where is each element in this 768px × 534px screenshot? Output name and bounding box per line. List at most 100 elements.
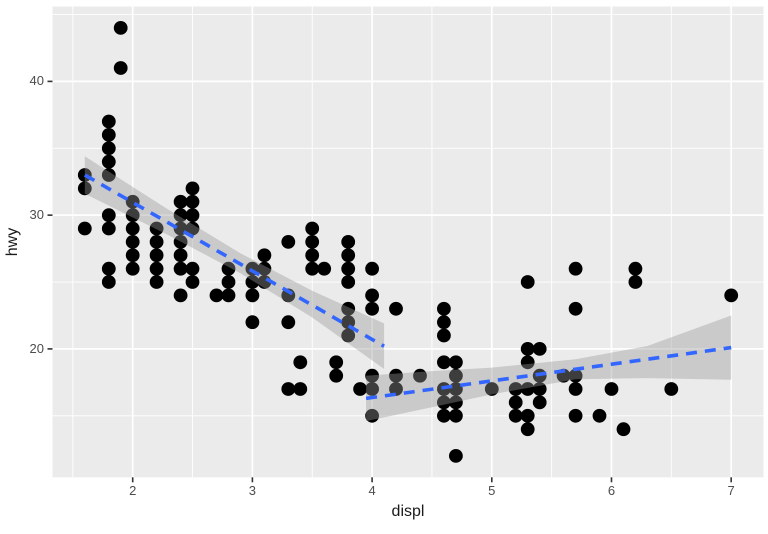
data-point (520, 382, 535, 396)
data-point (341, 328, 356, 343)
data-point (437, 328, 451, 343)
data-point (568, 301, 583, 316)
data-point (508, 395, 523, 410)
data-point (101, 114, 116, 129)
points-layer (77, 21, 739, 463)
data-point (101, 127, 116, 142)
x-tick-label: 7 (727, 483, 735, 498)
data-point (101, 275, 116, 289)
data-point (520, 355, 535, 370)
data-point (185, 221, 200, 236)
y-tick-label: 40 (29, 73, 44, 89)
data-point (520, 342, 535, 356)
data-point (365, 408, 379, 423)
y-tick-label: 20 (29, 340, 44, 356)
data-point (305, 235, 320, 249)
left-linear-fit-trend-line (83, 173, 385, 348)
right-linear-fit-confidence-ribbon (366, 315, 732, 422)
data-point (341, 301, 356, 316)
data-point (149, 275, 164, 289)
data-point (305, 248, 320, 263)
data-point (449, 395, 463, 410)
data-point (305, 261, 320, 276)
data-point (437, 355, 451, 370)
data-point (257, 248, 272, 263)
data-point (341, 261, 356, 276)
data-point (341, 248, 356, 263)
data-point (77, 181, 92, 196)
data-point (113, 21, 128, 35)
data-point (568, 368, 583, 383)
y-axis-title: hwy (4, 227, 21, 257)
data-point (293, 355, 308, 370)
data-point (77, 221, 92, 236)
data-point (437, 315, 451, 330)
data-point (281, 235, 296, 249)
data-point (616, 422, 631, 437)
data-point (353, 382, 367, 396)
data-point (664, 382, 679, 396)
data-point (101, 261, 116, 276)
data-point (484, 382, 499, 396)
data-point (149, 248, 164, 263)
y-tick-label: 30 (29, 207, 44, 223)
data-point (149, 235, 164, 249)
data-point (101, 154, 116, 169)
right-linear-fit-trend-line (365, 345, 732, 401)
data-point (113, 61, 128, 75)
data-point (520, 275, 535, 289)
panel-background (52, 6, 764, 478)
data-point (101, 168, 116, 182)
data-point (149, 221, 164, 236)
data-point (173, 194, 188, 209)
data-point (604, 382, 619, 396)
data-point (449, 368, 463, 383)
data-point (437, 301, 451, 316)
data-point (101, 208, 116, 223)
data-point (568, 261, 583, 276)
x-tick-label: 6 (607, 483, 616, 498)
data-point (101, 141, 116, 156)
data-point (125, 261, 140, 276)
x-tick-label: 5 (488, 483, 496, 498)
data-point (125, 221, 140, 236)
data-point (149, 261, 164, 276)
data-point (437, 395, 451, 410)
data-point (508, 408, 523, 423)
data-point (209, 288, 224, 303)
data-point (449, 408, 463, 423)
data-point (508, 382, 523, 396)
data-point (173, 261, 188, 276)
data-point (101, 221, 116, 236)
data-point (245, 315, 260, 330)
data-point (532, 395, 547, 410)
data-point (365, 261, 379, 276)
data-point (293, 382, 308, 396)
data-point (449, 382, 463, 396)
data-point (724, 288, 739, 303)
data-point (365, 382, 379, 396)
data-point (125, 235, 140, 249)
data-point (532, 342, 547, 356)
data-point (389, 368, 403, 383)
data-point (317, 261, 332, 276)
data-point (173, 288, 188, 303)
data-point (185, 181, 200, 196)
data-point (389, 382, 403, 396)
data-point (173, 208, 188, 223)
data-point (389, 301, 403, 316)
data-point (437, 408, 451, 423)
x-axis-title: displ (391, 503, 425, 520)
data-point (520, 408, 535, 423)
data-point (185, 275, 200, 289)
data-point (305, 221, 320, 236)
data-point (221, 275, 236, 289)
data-point (568, 408, 583, 423)
data-point (628, 275, 643, 289)
data-point (257, 261, 272, 276)
data-point (245, 275, 260, 289)
data-point (341, 235, 356, 249)
data-point (365, 301, 379, 316)
